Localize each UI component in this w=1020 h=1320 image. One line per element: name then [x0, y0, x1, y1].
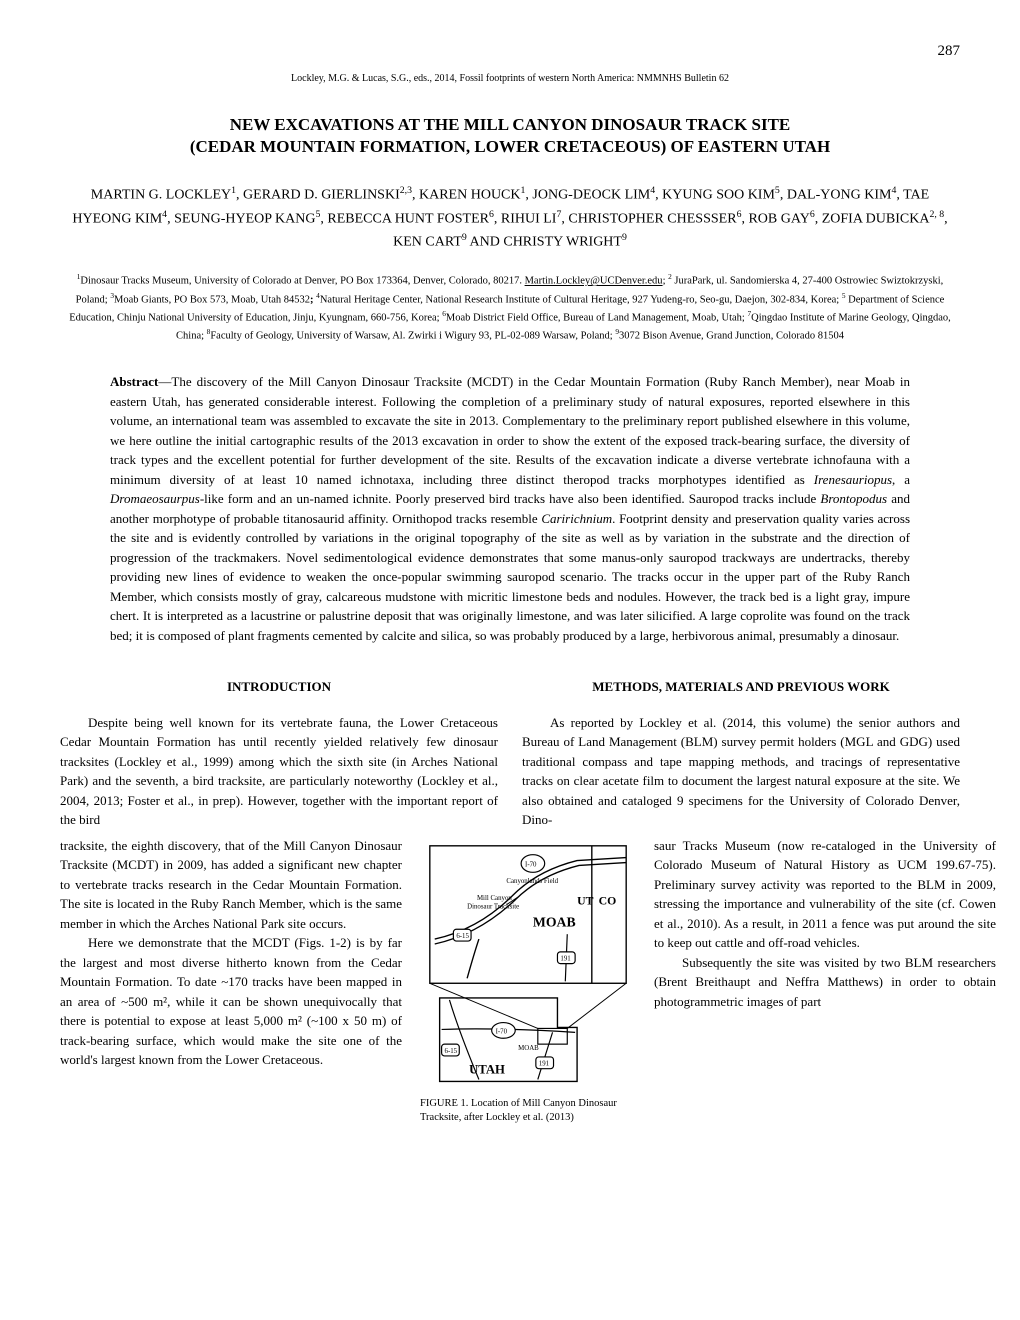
left-narrow-column: tracksite, the eighth discovery, that of…: [60, 836, 402, 1126]
methods-paragraph-2: saur Tracks Museum (now re-cataloged in …: [654, 836, 996, 953]
abstract-label: Abstract: [110, 374, 158, 389]
map-label-tracksite-1: Mill Canyon: [477, 895, 512, 902]
map-inset-i70: I-70: [496, 1028, 508, 1035]
intro-paragraph-3: Here we demonstrate that the MCDT (Figs.…: [60, 933, 402, 1070]
map-label-co: CO: [599, 895, 617, 908]
map-label-615: 6-15: [456, 933, 469, 940]
map-label-field: Canyonlands Field: [506, 878, 558, 885]
affiliations: 1Dinosaur Tracks Museum, University of C…: [60, 271, 960, 344]
map-label-moab: MOAB: [533, 914, 576, 929]
article-title: NEW EXCAVATIONS AT THE MILL CANYON DINOS…: [60, 114, 960, 160]
section-introduction: INTRODUCTION: [60, 677, 498, 697]
page-number: 287: [60, 40, 960, 63]
abstract-text: —The discovery of the Mill Canyon Dinosa…: [110, 374, 910, 643]
map-inset-191: 191: [539, 1061, 550, 1068]
authors-list: MARTIN G. LOCKLEY1, GERARD D. GIERLINSKI…: [60, 183, 960, 253]
map-label-i70a: I-70: [525, 861, 537, 868]
figure-1-caption: FIGURE 1. Location of Mill Canyon Dinosa…: [420, 1097, 636, 1125]
right-column: METHODS, MATERIALS AND PREVIOUS WORK As …: [522, 677, 960, 830]
map-label-191a: 191: [560, 956, 571, 963]
methods-paragraph-1: As reported by Lockley et al. (2014, thi…: [522, 713, 960, 830]
map-label-tracksite-2: Dinosaur Tracksite: [467, 904, 519, 911]
figure-1: UT CO MOAB I-70 6-15 191 Canyonlands Fie…: [420, 836, 636, 1126]
section-methods: METHODS, MATERIALS AND PREVIOUS WORK: [522, 677, 960, 697]
title-line-2: (CEDAR MOUNTAIN FORMATION, LOWER CRETACE…: [190, 137, 830, 156]
left-column: INTRODUCTION Despite being well known fo…: [60, 677, 498, 830]
abstract: Abstract—The discovery of the Mill Canyo…: [110, 372, 910, 645]
body-columns: INTRODUCTION Despite being well known fo…: [60, 677, 960, 830]
header-citation: Lockley, M.G. & Lucas, S.G., eds., 2014,…: [60, 71, 960, 86]
map-label-ut: UT: [577, 895, 593, 908]
map-inset-moab: MOAB: [518, 1045, 539, 1052]
map-inset-615: 6-15: [445, 1048, 458, 1055]
figure-wrap-row: tracksite, the eighth discovery, that of…: [60, 836, 960, 1126]
location-map-svg: UT CO MOAB I-70 6-15 191 Canyonlands Fie…: [420, 836, 636, 1091]
intro-paragraph-1: Despite being well known for its vertebr…: [60, 713, 498, 830]
intro-paragraph-2: tracksite, the eighth discovery, that of…: [60, 836, 402, 934]
right-narrow-column: saur Tracks Museum (now re-cataloged in …: [654, 836, 996, 1126]
title-line-1: NEW EXCAVATIONS AT THE MILL CANYON DINOS…: [230, 115, 791, 134]
methods-paragraph-3: Subsequently the site was visited by two…: [654, 953, 996, 1012]
